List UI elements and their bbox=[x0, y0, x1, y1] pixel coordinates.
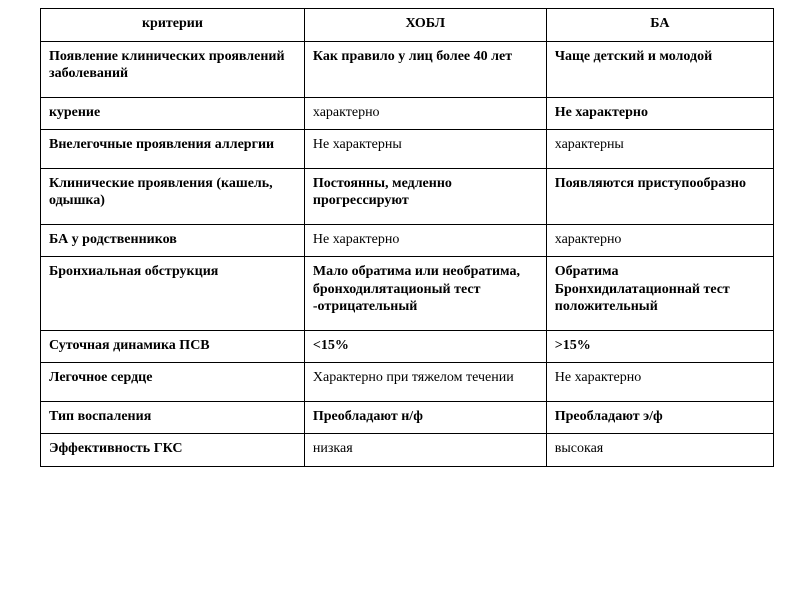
table-row: БА у родственниковНе характернохарактерн… bbox=[41, 224, 774, 257]
table-row: Тип воспаленияПреобладают н/фПреобладают… bbox=[41, 401, 774, 434]
table-cell: Эффективность ГКС bbox=[41, 434, 305, 467]
table-cell: Как правило у лиц более 40 лет bbox=[304, 41, 546, 97]
table-cell: Не характерно bbox=[546, 97, 773, 130]
table-cell: характерны bbox=[546, 130, 773, 169]
table-cell: низкая bbox=[304, 434, 546, 467]
table-cell: высокая bbox=[546, 434, 773, 467]
table-cell: <15% bbox=[304, 330, 546, 363]
table-cell: Суточная динамика ПСВ bbox=[41, 330, 305, 363]
table-cell: Преобладают э/ф bbox=[546, 401, 773, 434]
comparison-table: критерии ХОБЛ БА Появление клинических п… bbox=[40, 8, 774, 467]
table-body: Появление клинических проявлений заболев… bbox=[41, 41, 774, 466]
table-row: Легочное сердцеХарактерно при тяжелом те… bbox=[41, 363, 774, 402]
table-cell: Не характерны bbox=[304, 130, 546, 169]
table-header-row: критерии ХОБЛ БА bbox=[41, 9, 774, 42]
table-cell: Клинические проявления (кашель, одышка) bbox=[41, 168, 305, 224]
table-cell: Внелегочные проявления аллергии bbox=[41, 130, 305, 169]
table-cell: Тип воспаления bbox=[41, 401, 305, 434]
table-cell: Появление клинических проявлений заболев… bbox=[41, 41, 305, 97]
table-cell: Не характерно bbox=[304, 224, 546, 257]
table-cell: Обратима Бронхидилатационнай тест положи… bbox=[546, 257, 773, 331]
table-cell: Мало обратима или необратима, бронходиля… bbox=[304, 257, 546, 331]
header-copd: ХОБЛ bbox=[304, 9, 546, 42]
table-cell: >15% bbox=[546, 330, 773, 363]
table-cell: Легочное сердце bbox=[41, 363, 305, 402]
table-cell: БА у родственников bbox=[41, 224, 305, 257]
table-row: Появление клинических проявлений заболев… bbox=[41, 41, 774, 97]
table-cell: Преобладают н/ф bbox=[304, 401, 546, 434]
header-criteria: критерии bbox=[41, 9, 305, 42]
table-row: курениехарактерноНе характерно bbox=[41, 97, 774, 130]
table-cell: Постоянны, медленно прогрессируют bbox=[304, 168, 546, 224]
table-row: Бронхиальная обструкцияМало обратима или… bbox=[41, 257, 774, 331]
table-row: Клинические проявления (кашель, одышка)П… bbox=[41, 168, 774, 224]
table-cell: Появляются приступообразно bbox=[546, 168, 773, 224]
table-row: Внелегочные проявления аллергииНе характ… bbox=[41, 130, 774, 169]
table-row: Эффективность ГКСнизкаявысокая bbox=[41, 434, 774, 467]
table-cell: Чаще детский и молодой bbox=[546, 41, 773, 97]
table-cell: характерно bbox=[304, 97, 546, 130]
header-asthma: БА bbox=[546, 9, 773, 42]
table-cell: Характерно при тяжелом течении bbox=[304, 363, 546, 402]
table-cell: характерно bbox=[546, 224, 773, 257]
table-cell: курение bbox=[41, 97, 305, 130]
table-cell: Не характерно bbox=[546, 363, 773, 402]
table-row: Суточная динамика ПСВ<15%>15% bbox=[41, 330, 774, 363]
table-cell: Бронхиальная обструкция bbox=[41, 257, 305, 331]
